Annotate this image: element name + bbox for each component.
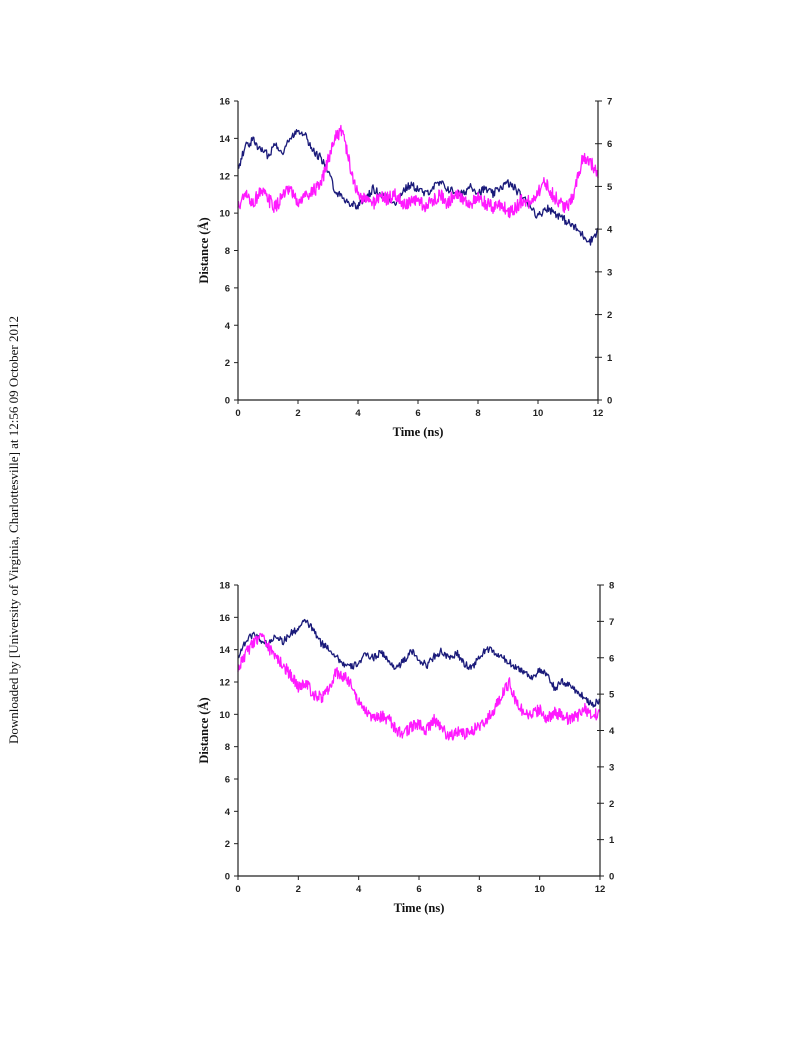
x-tick-label: 10 [533, 408, 544, 419]
x-tick-label: 0 [235, 884, 240, 895]
left-tick-label: 12 [219, 171, 230, 182]
left-tick-label: 2 [225, 839, 230, 850]
left-tick-label: 4 [225, 321, 231, 332]
right-tick-label: 7 [607, 97, 612, 108]
left-tick-label: 6 [225, 283, 230, 294]
left-tick-label: 8 [225, 246, 230, 257]
left-tick-label: 0 [225, 396, 230, 407]
x-tick-label: 8 [477, 884, 482, 895]
left-tick-label: 0 [225, 872, 230, 883]
left-tick-label: 16 [219, 613, 230, 624]
right-tick-label: 8 [609, 581, 614, 592]
left-tick-label: 10 [219, 710, 230, 721]
right-tick-label: 1 [609, 835, 615, 846]
series-line-2 [237, 124, 599, 219]
left-tick-label: 10 [219, 209, 230, 220]
right-tick-label: 4 [607, 225, 613, 236]
right-tick-label: 6 [607, 139, 612, 150]
x-tick-label: 6 [415, 408, 420, 419]
x-tick-label: 10 [534, 884, 545, 895]
x-tick-label: 6 [416, 884, 421, 895]
x-tick-label: 2 [295, 408, 300, 419]
x-tick-label: 12 [595, 884, 606, 895]
left-tick-label: 18 [219, 581, 230, 592]
left-tick-label: 14 [219, 645, 230, 656]
x-tick-label: 12 [593, 408, 604, 419]
y-axis-label: Distance (Å) [197, 217, 211, 283]
series-line-1 [237, 618, 601, 708]
left-tick-label: 16 [219, 97, 230, 108]
x-tick-label: 4 [355, 408, 361, 419]
right-tick-label: 2 [609, 799, 614, 810]
right-tick-label: 1 [607, 353, 613, 364]
right-tick-label: 3 [609, 762, 614, 773]
left-tick-label: 14 [219, 134, 230, 145]
x-tick-label: 0 [235, 408, 240, 419]
left-tick-label: 6 [225, 775, 230, 786]
x-tick-label: 8 [475, 408, 480, 419]
right-tick-label: 7 [609, 617, 614, 628]
left-tick-label: 12 [219, 678, 230, 689]
x-axis-label: Time (ns) [393, 425, 444, 439]
right-tick-label: 5 [607, 182, 613, 193]
right-tick-label: 0 [607, 396, 612, 407]
right-tick-label: 2 [607, 310, 612, 321]
left-tick-label: 2 [225, 358, 230, 369]
left-tick-label: 4 [225, 807, 231, 818]
x-axis-label: Time (ns) [394, 901, 445, 915]
right-tick-label: 0 [609, 872, 614, 883]
series-line-1 [237, 129, 599, 246]
y-axis-label: Distance (Å) [197, 697, 211, 763]
left-tick-label: 8 [225, 742, 230, 753]
right-tick-label: 3 [607, 267, 612, 278]
right-tick-label: 6 [609, 653, 614, 664]
x-tick-label: 4 [356, 884, 362, 895]
right-tick-label: 4 [609, 726, 615, 737]
series-line-2 [237, 632, 601, 741]
right-tick-label: 5 [609, 690, 615, 701]
x-tick-label: 2 [296, 884, 301, 895]
